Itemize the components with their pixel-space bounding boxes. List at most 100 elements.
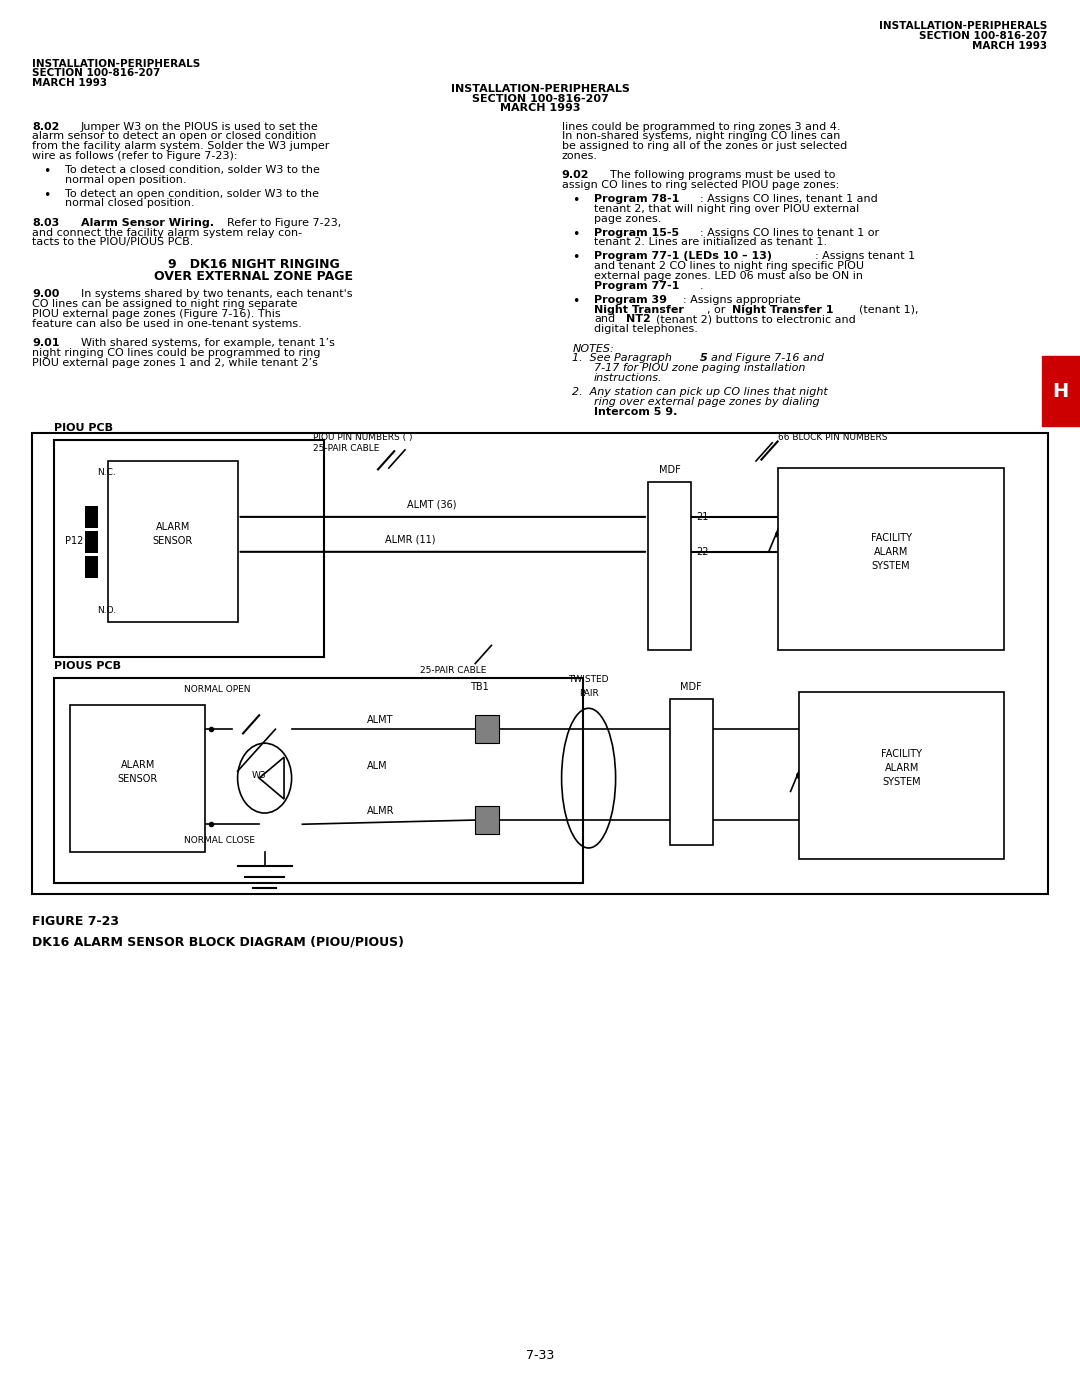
- Text: INSTALLATION-PERIPHERALS: INSTALLATION-PERIPHERALS: [450, 84, 630, 94]
- Text: N.C.: N.C.: [97, 468, 116, 476]
- Text: FACILITY
ALARM
SYSTEM: FACILITY ALARM SYSTEM: [870, 532, 912, 571]
- Text: 1.  See Paragraph: 1. See Paragraph: [572, 353, 672, 363]
- Text: normal open position.: normal open position.: [65, 175, 187, 184]
- Text: alarm sensor to detect an open or closed condition: alarm sensor to detect an open or closed…: [32, 131, 316, 141]
- Text: MARCH 1993: MARCH 1993: [972, 41, 1048, 50]
- Text: ALMT (36): ALMT (36): [407, 500, 457, 510]
- Text: To detect a closed condition, solder W3 to the: To detect a closed condition, solder W3 …: [65, 165, 320, 175]
- Text: MDF: MDF: [659, 465, 680, 475]
- Text: INSTALLATION-PERIPHERALS: INSTALLATION-PERIPHERALS: [879, 21, 1048, 31]
- Text: Program 77-1 (LEDs 10 – 13): Program 77-1 (LEDs 10 – 13): [594, 251, 772, 261]
- Text: SECTION 100-816-207: SECTION 100-816-207: [32, 68, 161, 78]
- Bar: [85, 556, 98, 578]
- Text: 9.02: 9.02: [562, 170, 589, 180]
- Text: Alarm Sensor Wiring.: Alarm Sensor Wiring.: [81, 218, 214, 228]
- Text: night ringing CO lines could be programmed to ring: night ringing CO lines could be programm…: [32, 348, 321, 358]
- Text: •: •: [572, 295, 580, 307]
- Text: ALMR (11): ALMR (11): [386, 535, 435, 545]
- Bar: [54, 440, 324, 657]
- Text: (tenant 1),: (tenant 1),: [859, 305, 918, 314]
- Bar: [778, 468, 1004, 650]
- Text: DK16 ALARM SENSOR BLOCK DIAGRAM (PIOU/PIOUS): DK16 ALARM SENSOR BLOCK DIAGRAM (PIOU/PI…: [32, 936, 404, 949]
- Text: Program 77-1: Program 77-1: [594, 281, 679, 291]
- Text: digital telephones.: digital telephones.: [594, 324, 698, 334]
- Text: wire as follows (refer to Figure 7-23):: wire as follows (refer to Figure 7-23):: [32, 151, 238, 161]
- Text: lines could be programmed to ring zones 3 and 4.: lines could be programmed to ring zones …: [562, 122, 840, 131]
- Bar: [475, 715, 499, 743]
- Text: and Figure 7-16 and: and Figure 7-16 and: [711, 353, 824, 363]
- Text: PIOUS PCB: PIOUS PCB: [54, 661, 121, 671]
- Text: , or: , or: [707, 305, 726, 314]
- Text: 9.01: 9.01: [32, 338, 59, 348]
- Text: FACILITY
ALARM
SYSTEM: FACILITY ALARM SYSTEM: [881, 749, 922, 788]
- Text: 5: 5: [700, 353, 707, 363]
- Bar: [85, 506, 98, 528]
- Text: : Assigns appropriate: : Assigns appropriate: [683, 295, 800, 305]
- Text: and connect the facility alarm system relay con-: and connect the facility alarm system re…: [32, 228, 302, 237]
- Text: 66 BLOCK PIN NUMBERS: 66 BLOCK PIN NUMBERS: [778, 433, 887, 441]
- Text: To detect an open condition, solder W3 to the: To detect an open condition, solder W3 t…: [65, 189, 319, 198]
- Text: •: •: [572, 251, 580, 264]
- Text: 22: 22: [697, 546, 710, 557]
- Text: be assigned to ring all of the zones or just selected: be assigned to ring all of the zones or …: [562, 141, 847, 151]
- Text: assign CO lines to ring selected PIOU page zones:: assign CO lines to ring selected PIOU pa…: [562, 180, 839, 190]
- Text: and tenant 2 CO lines to night ring specific PIOU: and tenant 2 CO lines to night ring spec…: [594, 261, 864, 271]
- Text: CO lines can be assigned to night ring separate: CO lines can be assigned to night ring s…: [32, 299, 298, 309]
- Text: •: •: [43, 189, 51, 201]
- Text: PIOU external page zones (Figure 7-16). This: PIOU external page zones (Figure 7-16). …: [32, 309, 281, 319]
- FancyBboxPatch shape: [1042, 356, 1080, 426]
- Text: •: •: [572, 194, 580, 207]
- Text: ring over external page zones by dialing: ring over external page zones by dialing: [594, 397, 820, 407]
- Text: W3: W3: [252, 771, 267, 780]
- Text: Intercom 5 9.: Intercom 5 9.: [594, 407, 677, 416]
- Text: In non-shared systems, night ringing CO lines can: In non-shared systems, night ringing CO …: [562, 131, 840, 141]
- Text: H: H: [1052, 381, 1069, 401]
- Text: SECTION 100-816-207: SECTION 100-816-207: [919, 31, 1048, 41]
- Text: Night Transfer: Night Transfer: [594, 305, 684, 314]
- Text: In systems shared by two tenants, each tenant's: In systems shared by two tenants, each t…: [81, 289, 352, 299]
- Text: 25-PAIR CABLE: 25-PAIR CABLE: [420, 666, 487, 675]
- Text: ALM: ALM: [367, 761, 388, 771]
- Bar: [32, 433, 1048, 894]
- Text: Jumper W3 on the PIOUS is used to set the: Jumper W3 on the PIOUS is used to set th…: [81, 122, 319, 131]
- Text: SECTION 100-816-207: SECTION 100-816-207: [472, 94, 608, 103]
- Text: 7-33: 7-33: [526, 1350, 554, 1362]
- Text: •: •: [572, 228, 580, 240]
- Text: ALMR: ALMR: [367, 806, 394, 816]
- Text: Program 78-1: Program 78-1: [594, 194, 679, 204]
- Text: Program 15-5: Program 15-5: [594, 228, 679, 237]
- Text: PIOU external page zones 1 and 2, while tenant 2’s: PIOU external page zones 1 and 2, while …: [32, 358, 319, 367]
- Text: from the facility alarm system. Solder the W3 jumper: from the facility alarm system. Solder t…: [32, 141, 329, 151]
- Text: PAIR: PAIR: [579, 689, 598, 697]
- Text: (tenant 2) buttons to electronic and: (tenant 2) buttons to electronic and: [656, 314, 855, 324]
- Text: N.O.: N.O.: [97, 606, 117, 615]
- Text: ALMT: ALMT: [367, 715, 394, 725]
- Bar: [54, 678, 583, 883]
- Text: •: •: [43, 165, 51, 177]
- Bar: [475, 806, 499, 834]
- Text: ALARM
SENSOR: ALARM SENSOR: [152, 522, 193, 546]
- Text: NORMAL CLOSE: NORMAL CLOSE: [184, 837, 255, 845]
- Text: instructions.: instructions.: [594, 373, 662, 383]
- Text: page zones.: page zones.: [594, 214, 661, 224]
- Bar: [108, 461, 238, 622]
- Bar: [670, 698, 713, 845]
- Text: 8.02: 8.02: [32, 122, 59, 131]
- Text: 21: 21: [697, 511, 708, 522]
- Text: 8.03: 8.03: [32, 218, 59, 228]
- Text: MDF: MDF: [680, 682, 702, 692]
- Text: feature can also be used in one-tenant systems.: feature can also be used in one-tenant s…: [32, 319, 302, 328]
- Text: NOTES:: NOTES:: [572, 344, 615, 353]
- Bar: [70, 705, 205, 852]
- Text: tenant 2, that will night ring over PIOU external: tenant 2, that will night ring over PIOU…: [594, 204, 860, 214]
- Text: TWISTED: TWISTED: [568, 675, 609, 683]
- Text: tenant 2. Lines are initialized as tenant 1.: tenant 2. Lines are initialized as tenan…: [594, 237, 827, 247]
- Text: normal closed position.: normal closed position.: [65, 198, 194, 208]
- Text: ALARM
SENSOR: ALARM SENSOR: [118, 760, 158, 784]
- Text: 9   DK16 NIGHT RINGING: 9 DK16 NIGHT RINGING: [167, 258, 340, 271]
- Text: Refer to Figure 7-23,: Refer to Figure 7-23,: [227, 218, 341, 228]
- Text: FIGURE 7-23: FIGURE 7-23: [32, 915, 120, 928]
- Text: : Assigns CO lines, tenant 1 and: : Assigns CO lines, tenant 1 and: [700, 194, 878, 204]
- Text: and: and: [594, 314, 616, 324]
- Text: TB1: TB1: [470, 682, 488, 692]
